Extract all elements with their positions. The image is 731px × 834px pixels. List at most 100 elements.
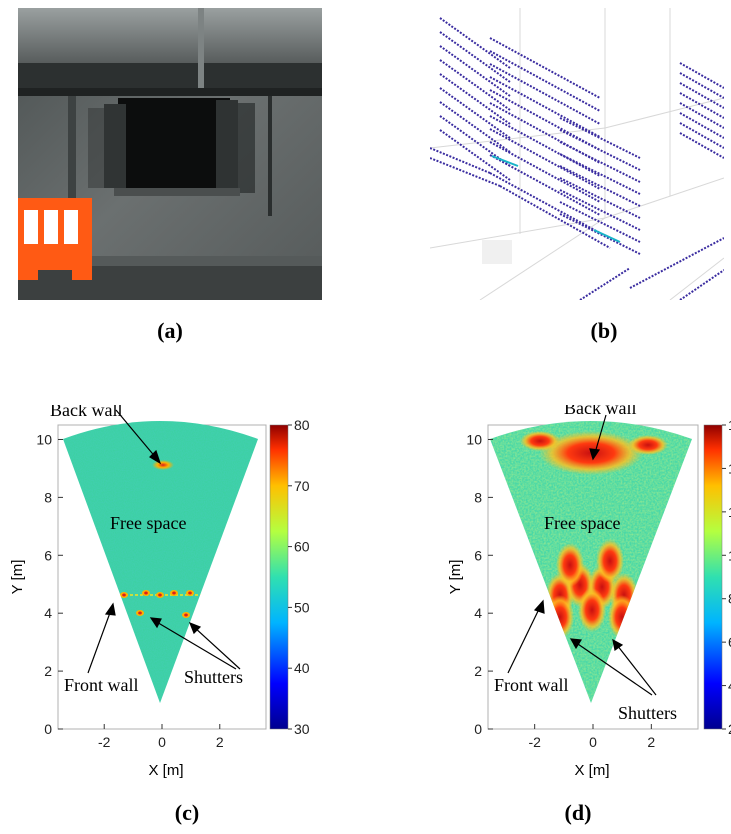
point-cloud-scan-line bbox=[559, 117, 641, 159]
point-cloud-scan-line bbox=[679, 102, 725, 129]
shutter-hotspot-core bbox=[172, 591, 176, 595]
heatmap-d: -2 0 2 0 2 4 6 8 10 X [m] Y [m] 2 4 6 8 1 1 1 1 Back wa… bbox=[447, 398, 731, 779]
point-cloud-scan-line bbox=[559, 201, 641, 243]
y-axis-label-d: Y [m] bbox=[447, 560, 464, 595]
back-wall-arrowhead-c bbox=[149, 449, 162, 465]
shutters-arrowhead-1-d bbox=[569, 638, 583, 650]
annotation-free-space-d: Free space bbox=[544, 513, 620, 533]
front-wall-arrow-c bbox=[87, 609, 112, 674]
y-tick-label: 4 bbox=[44, 605, 52, 621]
colorbar-tick-label: 1 bbox=[728, 460, 731, 476]
colorbar-tick-label: 30 bbox=[294, 721, 310, 737]
shutter-hotspot-core bbox=[188, 591, 192, 595]
point-cloud-scan-line bbox=[439, 101, 511, 153]
shutter-hotspot bbox=[596, 539, 624, 583]
front-wall-arrowhead-c bbox=[104, 602, 116, 616]
shutters-arrow-1-c bbox=[154, 620, 237, 670]
point-cloud-scan-line bbox=[439, 73, 511, 125]
y-tick-label: 2 bbox=[44, 663, 52, 679]
point-cloud-scan-line bbox=[439, 45, 511, 97]
y-tick-label: 4 bbox=[474, 605, 482, 621]
annotation-front-wall-d: Front wall bbox=[494, 675, 569, 695]
colorbar-tick-label: 60 bbox=[294, 539, 310, 555]
point-cloud-scan-line bbox=[679, 112, 725, 139]
colorbar-tick-label: 4 bbox=[728, 678, 731, 694]
shutter-hotspot-core bbox=[158, 593, 162, 597]
lidar-point-cloud bbox=[429, 8, 725, 301]
annotation-shutters-d: Shutters bbox=[618, 703, 677, 723]
point-cloud-scan-line bbox=[579, 267, 631, 301]
y-tick-label: 6 bbox=[474, 547, 482, 563]
x-tick-label: 2 bbox=[216, 734, 224, 750]
shutters-arrow-2-d bbox=[616, 644, 657, 696]
point-cloud-scan-line bbox=[679, 72, 725, 99]
point-cloud-scan-line bbox=[559, 153, 641, 195]
pointcloud-panel-b bbox=[429, 8, 725, 301]
back-wall-arrow-c bbox=[115, 409, 158, 460]
point-cloud-scan-line bbox=[679, 122, 725, 149]
point-cloud-scan-line bbox=[559, 129, 641, 171]
building-window-photo bbox=[18, 8, 322, 300]
window-opening bbox=[118, 98, 230, 188]
y-tick-label: 10 bbox=[36, 431, 52, 447]
colorbar-tick-label: 8 bbox=[728, 591, 731, 607]
point-cloud-scan-line bbox=[499, 185, 611, 249]
shutter-hotspot bbox=[578, 588, 606, 632]
colorbar-tick-label: 40 bbox=[294, 660, 310, 676]
point-cloud-scan-line bbox=[559, 165, 641, 207]
annotation-back-wall-c: Back wall bbox=[50, 405, 122, 420]
point-cloud-scan-line bbox=[679, 269, 725, 301]
x-tick-label: 0 bbox=[158, 734, 166, 750]
heatmap-panel-d: -2 0 2 0 2 4 6 8 10 X [m] Y [m] 2 4 6 8 1 1 1 1 Back wa… bbox=[410, 398, 731, 790]
panel-label-d: (d) bbox=[564, 800, 592, 825]
panel-label-c: (c) bbox=[174, 800, 200, 825]
shutter-hotspot-core bbox=[184, 613, 188, 617]
point-cloud-scan-line bbox=[559, 177, 641, 219]
point-cloud-scan-line bbox=[679, 82, 725, 109]
point-cloud-scan-line bbox=[559, 213, 641, 255]
point-cloud-scan-line bbox=[679, 92, 725, 119]
colorbar-tick-label: 2 bbox=[728, 721, 731, 737]
front-wall-arrowhead-d bbox=[533, 599, 545, 614]
annotation-free-space-c: Free space bbox=[110, 513, 186, 533]
panel-label-b: (b) bbox=[590, 318, 618, 343]
y-tick-label: 0 bbox=[474, 721, 482, 737]
colorbar-tick-label: 70 bbox=[294, 478, 310, 494]
point-cloud-scan-line bbox=[559, 141, 641, 183]
point-cloud-scan-line bbox=[679, 132, 725, 159]
colorbar-tick-label: 80 bbox=[294, 417, 310, 433]
front-wall-arrow-d bbox=[507, 606, 541, 674]
heatmap-c: -2 0 2 0 2 4 6 8 10 X [m] Y [m] 30 40 50 60 70 80 Bac… bbox=[9, 400, 310, 779]
y-tick-label: 8 bbox=[44, 489, 52, 505]
shutter-hotspot-core bbox=[122, 593, 126, 597]
x-tick-label: -2 bbox=[98, 734, 111, 750]
point-cloud-scan-line bbox=[439, 59, 511, 111]
colorbar-tick-label: 1 bbox=[728, 417, 731, 433]
y-tick-label: 8 bbox=[474, 489, 482, 505]
y-axis-label-c: Y [m] bbox=[9, 560, 26, 595]
colorbar-tick-label: 6 bbox=[728, 634, 731, 650]
point-cloud-scan-line bbox=[439, 87, 511, 139]
shutter-hotspot bbox=[556, 543, 584, 587]
photo-panel-a bbox=[18, 8, 322, 300]
point-cloud-scan-line bbox=[439, 17, 511, 69]
shutter-hotspot-core bbox=[144, 591, 148, 595]
colorbar-c bbox=[269, 424, 289, 730]
shutters-arrowhead-1-c bbox=[149, 617, 162, 629]
y-tick-label: 6 bbox=[44, 547, 52, 563]
y-tick-label: 0 bbox=[44, 721, 52, 737]
heatmap-panel-c: -2 0 2 0 2 4 6 8 10 X [m] Y [m] 30 40 50 60 70 80 Bac… bbox=[0, 400, 360, 790]
point-cloud-scan-line bbox=[679, 62, 725, 89]
x-axis-label-d: X [m] bbox=[574, 762, 609, 779]
x-tick-label: 0 bbox=[589, 734, 597, 750]
y-tick-label: 10 bbox=[466, 431, 482, 447]
colorbar-d bbox=[703, 424, 723, 730]
annotation-shutters-c: Shutters bbox=[184, 667, 243, 687]
annotation-back-wall-d: Back wall bbox=[564, 405, 636, 418]
back-wall-arrowhead-d bbox=[589, 448, 601, 461]
back-wall-arrow-d bbox=[594, 414, 607, 454]
shutters-arrowhead-2-d bbox=[612, 638, 624, 652]
annotation-front-wall-c: Front wall bbox=[64, 675, 139, 695]
colorbar-tick-label: 1 bbox=[728, 504, 731, 520]
colorbar-tick-label: 50 bbox=[294, 599, 310, 615]
